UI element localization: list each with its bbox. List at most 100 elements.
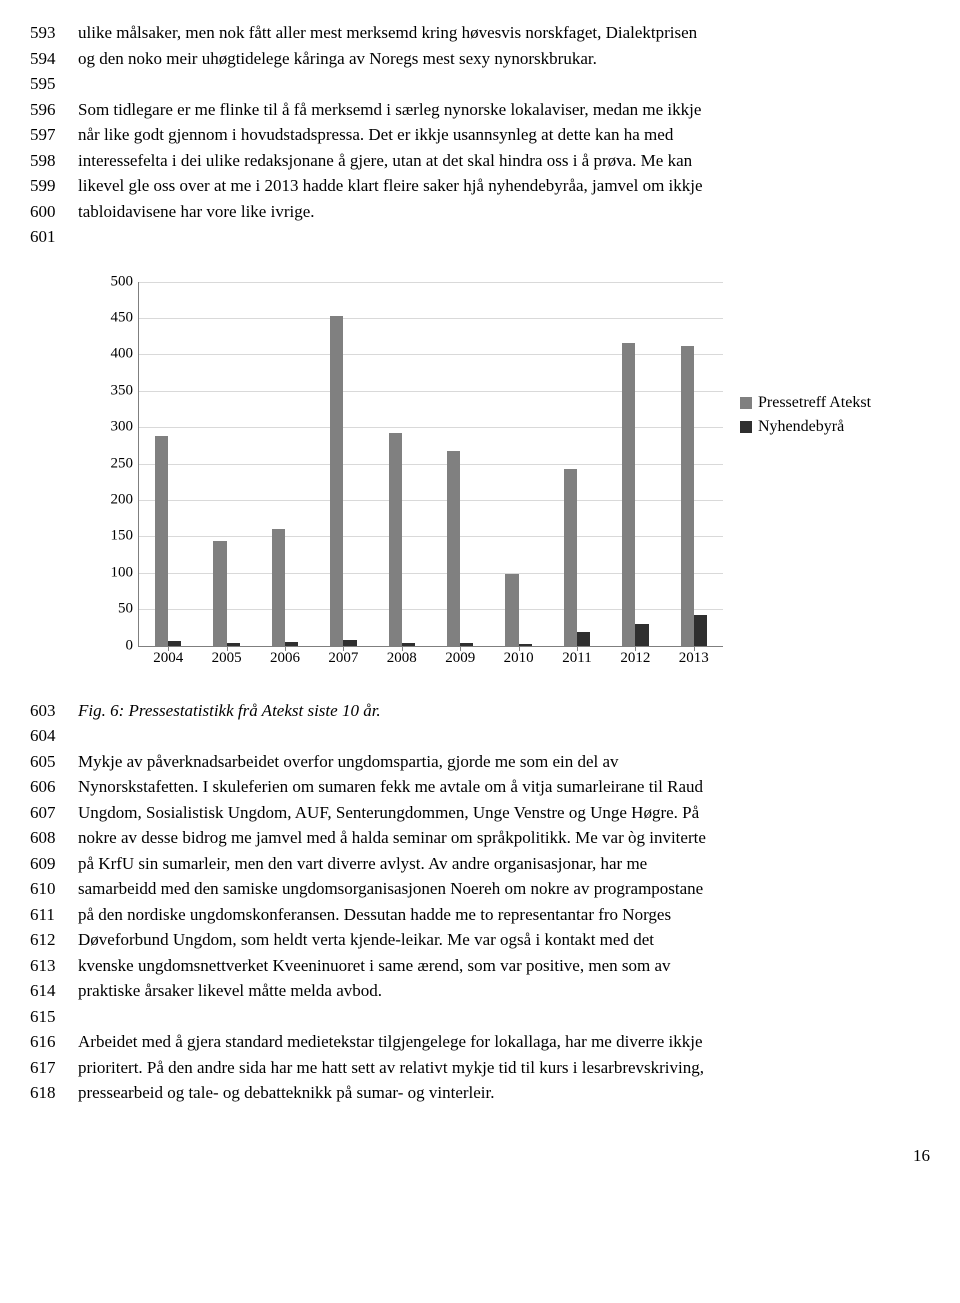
x-tick-label: 2008 xyxy=(387,650,417,667)
chart-bar xyxy=(330,316,343,645)
text-line: 598interessefelta i dei ulike redaksjona… xyxy=(30,148,890,174)
text-line: 612Døveforbund Ungdom, som heldt verta k… xyxy=(30,927,890,953)
chart-bar xyxy=(227,643,240,646)
line-text: nokre av desse bidrog me jamvel med å ha… xyxy=(78,825,890,851)
text-line: 613kvenske ungdomsnettverket Kveeninuore… xyxy=(30,953,890,979)
legend-swatch xyxy=(740,397,752,409)
x-tick-label: 2013 xyxy=(679,650,709,667)
text-line: 604 xyxy=(30,723,890,749)
chart-bar xyxy=(577,632,590,646)
line-text: pressearbeid og tale- og debatteknikk på… xyxy=(78,1080,890,1106)
chart-bar xyxy=(519,644,532,645)
line-number: 617 xyxy=(30,1055,78,1081)
text-line: 595 xyxy=(30,71,890,97)
x-tick-label: 2005 xyxy=(212,650,242,667)
chart-bar xyxy=(285,642,298,646)
text-line: 616Arbeidet med å gjera standard mediete… xyxy=(30,1029,890,1055)
line-text: interessefelta i dei ulike redaksjonane … xyxy=(78,148,890,174)
text-line: 594og den noko meir uhøgtidelege kåringa… xyxy=(30,46,890,72)
line-text xyxy=(78,71,890,97)
line-number: 606 xyxy=(30,774,78,800)
chart-bar xyxy=(460,643,473,646)
chart-bar xyxy=(694,615,707,646)
chart-bar xyxy=(168,641,181,645)
chart-bar xyxy=(155,436,168,646)
line-text: ulike målsaker, men nok fått aller mest … xyxy=(78,20,890,46)
line-number: 599 xyxy=(30,173,78,199)
x-tick-label: 2012 xyxy=(620,650,650,667)
line-number: 616 xyxy=(30,1029,78,1055)
text-line: 615 xyxy=(30,1004,890,1030)
line-text: samarbeidd med den samiske ungdomsorgani… xyxy=(78,876,890,902)
y-tick-label: 400 xyxy=(111,346,134,363)
line-number: 601 xyxy=(30,224,78,250)
x-tick-label: 2007 xyxy=(328,650,358,667)
y-tick-label: 250 xyxy=(111,455,134,472)
line-number: 613 xyxy=(30,953,78,979)
line-number: 609 xyxy=(30,851,78,877)
y-tick-label: 0 xyxy=(126,637,134,654)
text-line: 600tabloidavisene har vore like ivrige. xyxy=(30,199,890,225)
legend-item: Pressetreff Atekst xyxy=(740,394,871,412)
chart-container: 0501001502002503003504004505002004200520… xyxy=(90,274,920,674)
x-tick-label: 2009 xyxy=(445,650,475,667)
line-text xyxy=(78,1004,890,1030)
line-number: 603 xyxy=(30,698,78,724)
y-tick-label: 150 xyxy=(111,528,134,545)
line-text: og den noko meir uhøgtidelege kåringa av… xyxy=(78,46,890,72)
chart-bar xyxy=(622,343,635,645)
page-number: 16 xyxy=(30,1146,930,1166)
y-tick-label: 100 xyxy=(111,564,134,581)
text-line: 610samarbeidd med den samiske ungdomsorg… xyxy=(30,876,890,902)
x-tick-label: 2004 xyxy=(153,650,183,667)
y-tick-label: 200 xyxy=(111,491,134,508)
line-number: 604 xyxy=(30,723,78,749)
line-number: 595 xyxy=(30,71,78,97)
line-text: Som tidlegare er me flinke til å få merk… xyxy=(78,97,890,123)
text-line: 608nokre av desse bidrog me jamvel med å… xyxy=(30,825,890,851)
line-number: 618 xyxy=(30,1080,78,1106)
line-number: 614 xyxy=(30,978,78,1004)
line-text: Døveforbund Ungdom, som heldt verta kjen… xyxy=(78,927,890,953)
bar-chart: 0501001502002503003504004505002004200520… xyxy=(90,274,730,674)
line-text: tabloidavisene har vore like ivrige. xyxy=(78,199,890,225)
text-line: 601 xyxy=(30,224,890,250)
y-tick-label: 300 xyxy=(111,419,134,436)
line-number: 596 xyxy=(30,97,78,123)
line-text: kvenske ungdomsnettverket Kveeninuoret i… xyxy=(78,953,890,979)
legend-item: Nyhendebyrå xyxy=(740,418,871,436)
text-line: 614praktiske årsaker likevel måtte melda… xyxy=(30,978,890,1004)
text-line: 607Ungdom, Sosialistisk Ungdom, AUF, Sen… xyxy=(30,800,890,826)
line-number: 600 xyxy=(30,199,78,225)
line-text: når like godt gjennom i hovudstadspressa… xyxy=(78,122,890,148)
chart-bar xyxy=(343,640,356,645)
legend-swatch xyxy=(740,421,752,433)
text-line: 609på KrfU sin sumarleir, men den vart d… xyxy=(30,851,890,877)
chart-bar xyxy=(272,529,285,645)
chart-bar xyxy=(213,541,226,645)
chart-bar xyxy=(402,643,415,645)
y-tick-label: 350 xyxy=(111,382,134,399)
x-tick-label: 2011 xyxy=(562,650,591,667)
line-text: prioritert. På den andre sida har me hat… xyxy=(78,1055,890,1081)
line-number: 598 xyxy=(30,148,78,174)
line-text: på KrfU sin sumarleir, men den vart dive… xyxy=(78,851,890,877)
line-number: 611 xyxy=(30,902,78,928)
text-line: 596Som tidlegare er me flinke til å få m… xyxy=(30,97,890,123)
text-line: 618pressearbeid og tale- og debatteknikk… xyxy=(30,1080,890,1106)
chart-bar xyxy=(564,469,577,646)
line-number: 597 xyxy=(30,122,78,148)
line-number: 612 xyxy=(30,927,78,953)
line-number: 615 xyxy=(30,1004,78,1030)
chart-bar xyxy=(681,346,694,646)
chart-bar xyxy=(447,451,460,645)
line-text: likevel gle oss over at me i 2013 hadde … xyxy=(78,173,890,199)
text-line: 611på den nordiske ungdomskonferansen. D… xyxy=(30,902,890,928)
legend-label: Pressetreff Atekst xyxy=(758,394,871,412)
text-line: 606Nynorskstafetten. I skuleferien om su… xyxy=(30,774,890,800)
chart-bar xyxy=(505,574,518,645)
x-tick-label: 2006 xyxy=(270,650,300,667)
line-number: 593 xyxy=(30,20,78,46)
chart-bar xyxy=(635,624,648,645)
line-number: 594 xyxy=(30,46,78,72)
